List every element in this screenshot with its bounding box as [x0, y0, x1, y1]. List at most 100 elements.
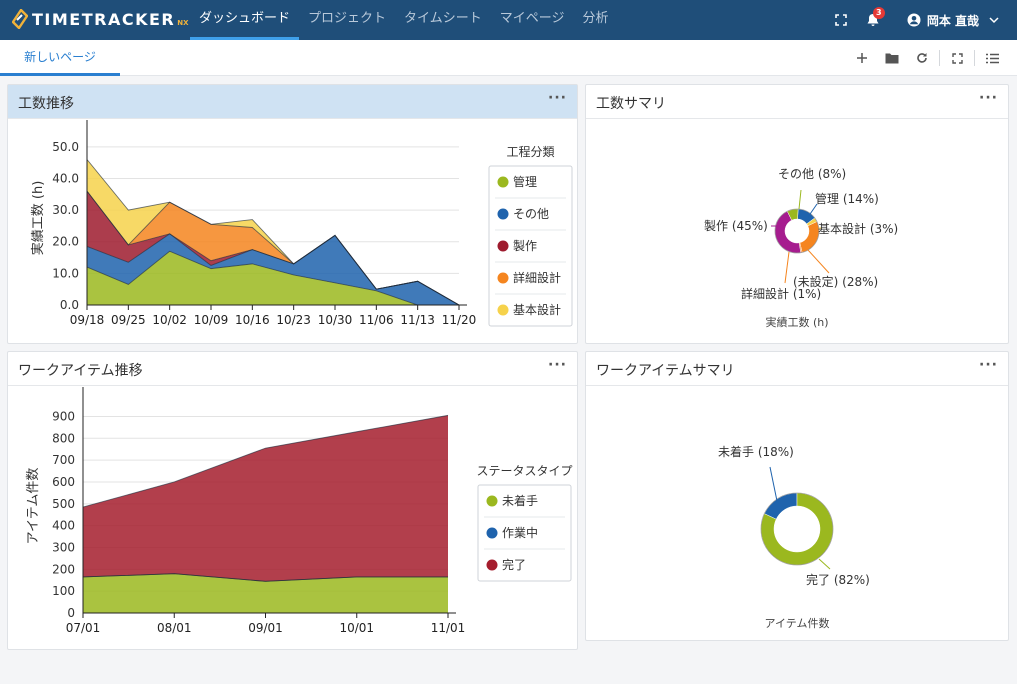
legend-box: [477, 484, 572, 582]
chart-x-label: 実績工数 (h): [765, 315, 828, 329]
panel-header: ワークアイテムサマリ ···: [586, 352, 1008, 386]
y-tick-label: 30.0: [52, 203, 79, 217]
top-bar: TIMETRACKER NX ダッシュボード プロジェクト タイムシート マイページ 分…: [0, 0, 1017, 40]
notification-bell-icon[interactable]: 3: [865, 7, 885, 28]
legend-swatch: [486, 527, 498, 539]
y-tick-label: 50.0: [52, 140, 79, 154]
x-tick-label: 10/30: [318, 313, 353, 327]
area-series-未着手[interactable]: [83, 573, 448, 613]
x-tick-label: 10/01: [339, 621, 374, 635]
panel-title: 工数推移: [18, 96, 74, 112]
user-menu[interactable]: 岡本 直哉: [907, 12, 1017, 29]
area-edge-line: [86, 159, 460, 306]
y-tick-label: 20.0: [52, 235, 79, 249]
effort-summary-panel: 工数サマリ ··· 管理 (14%) 基本設計 (3%) (未設定) (28%) 詳細…: [585, 84, 1009, 344]
nav-item-1[interactable]: プロジェクト: [308, 11, 387, 26]
more-options-icon[interactable]: ···: [979, 90, 998, 106]
nav-item-3[interactable]: マイページ: [499, 11, 565, 26]
y-tick-label: 0: [67, 606, 75, 620]
x-tick-label: 11/01: [431, 621, 466, 635]
app-logo[interactable]: TIMETRACKER NX: [12, 9, 189, 29]
effort-trend-panel: 工数推移 ··· 0.0 10.0 20.0 30.0 40.0 50.0 09/18 09/…: [7, 84, 578, 344]
y-tick-label: 900: [52, 409, 75, 423]
list-icon[interactable]: [977, 40, 1007, 76]
more-options-icon[interactable]: ···: [979, 357, 998, 373]
leader-line: [798, 189, 802, 210]
panel-title: 工数サマリ: [596, 96, 666, 112]
legend-swatch: [497, 272, 509, 284]
donut-outline: [760, 492, 834, 566]
y-tick-label: 40.0: [52, 171, 79, 185]
y-tick-label: 400: [52, 519, 75, 533]
tab-new-page[interactable]: 新しいページ: [0, 40, 120, 76]
panel-header: 工数サマリ ···: [586, 85, 1008, 119]
y-tick-label: 500: [52, 497, 75, 511]
leader-line: [818, 558, 831, 570]
leader-line: [769, 466, 778, 502]
area-series-詳細設計[interactable]: [87, 191, 459, 305]
y-tick-label: 800: [52, 431, 75, 445]
area-series-完了[interactable]: [83, 415, 448, 582]
legend-swatch: [497, 208, 509, 220]
x-tick-label: 10/02: [152, 313, 187, 327]
y-tick-label: 0.0: [60, 298, 79, 312]
panel-title: ワークアイテムサマリ: [596, 363, 735, 379]
y-tick-label: 10.0: [52, 266, 79, 280]
legend-title: ステータスタイプ: [476, 464, 572, 478]
toolbar-divider: [939, 50, 940, 66]
panel-header: ワークアイテム推移 ···: [8, 352, 577, 386]
y-tick-label: 300: [52, 540, 75, 554]
area-edge-line: [86, 250, 459, 306]
legend-item-label[interactable]: その他: [513, 207, 549, 221]
area-series-管理[interactable]: [87, 251, 459, 305]
workitem-trend-chart: 0 100 200 300 400 500 600 700 800 900 07/01 08/01 09…: [26, 387, 573, 635]
x-tick-label: 09/01: [248, 621, 283, 635]
leader-line: [784, 251, 790, 284]
nav-item-0[interactable]: ダッシュボード: [190, 0, 300, 40]
y-axis-label: 実績工数 (h): [30, 181, 46, 256]
x-tick-label: 10/16: [235, 313, 270, 327]
x-tick-label: 09/25: [111, 313, 146, 327]
x-tick-label: 11/06: [359, 313, 394, 327]
effort-trend-chart: 0.0 10.0 20.0 30.0 40.0 50.0 09/18 09/25 10/02 10…: [30, 120, 573, 327]
expand-icon[interactable]: [942, 40, 972, 76]
nav-item-2[interactable]: タイムシート: [404, 11, 482, 26]
donut-label: 詳細設計 (1%): [741, 286, 821, 301]
leader-line: [807, 203, 818, 218]
y-tick-label: 100: [52, 584, 75, 598]
notification-badge: 3: [872, 7, 885, 19]
fullscreen-icon[interactable]: [833, 12, 849, 28]
x-tick-label: 10/23: [276, 313, 311, 327]
more-options-icon[interactable]: ···: [548, 90, 567, 106]
legend-item-label[interactable]: 管理: [513, 174, 537, 189]
add-icon[interactable]: [847, 40, 877, 76]
legend-item-label[interactable]: 詳細設計: [513, 270, 561, 285]
x-tick-label: 09/18: [70, 313, 105, 327]
legend-item-label[interactable]: 未着手: [502, 493, 538, 508]
legend-item-label[interactable]: 作業中: [502, 525, 538, 540]
logo-mark-icon: [12, 9, 28, 29]
legend-item-label[interactable]: 基本設計: [513, 302, 561, 317]
legend-item-label[interactable]: 製作: [513, 239, 537, 253]
x-tick-label: 11/13: [400, 313, 435, 327]
area-edge-line: [82, 414, 449, 508]
legend-item-label[interactable]: 完了: [502, 557, 526, 572]
chart-x-label: アイテム件数: [765, 617, 830, 630]
legend-swatch: [497, 176, 509, 188]
folder-icon[interactable]: [877, 40, 907, 76]
y-tick-label: 200: [52, 562, 75, 576]
more-options-icon[interactable]: ···: [548, 357, 567, 373]
refresh-icon[interactable]: [907, 40, 937, 76]
donut-slice[interactable]: [799, 221, 820, 253]
area-edge-line: [82, 573, 448, 582]
y-axis-label: アイテム件数: [26, 468, 41, 545]
user-name: 岡本 直哉: [926, 13, 979, 28]
x-tick-label: 07/01: [66, 621, 101, 635]
x-tick-label: 11/20: [442, 313, 477, 327]
chevron-down-icon: [989, 17, 999, 24]
nav-item-4[interactable]: 分析: [582, 11, 609, 26]
y-tick-label: 600: [52, 475, 75, 489]
donut-label: 未着手 (18%): [718, 444, 794, 459]
legend-swatch: [497, 240, 509, 252]
page-tab-bar: 新しいページ: [0, 40, 1017, 76]
